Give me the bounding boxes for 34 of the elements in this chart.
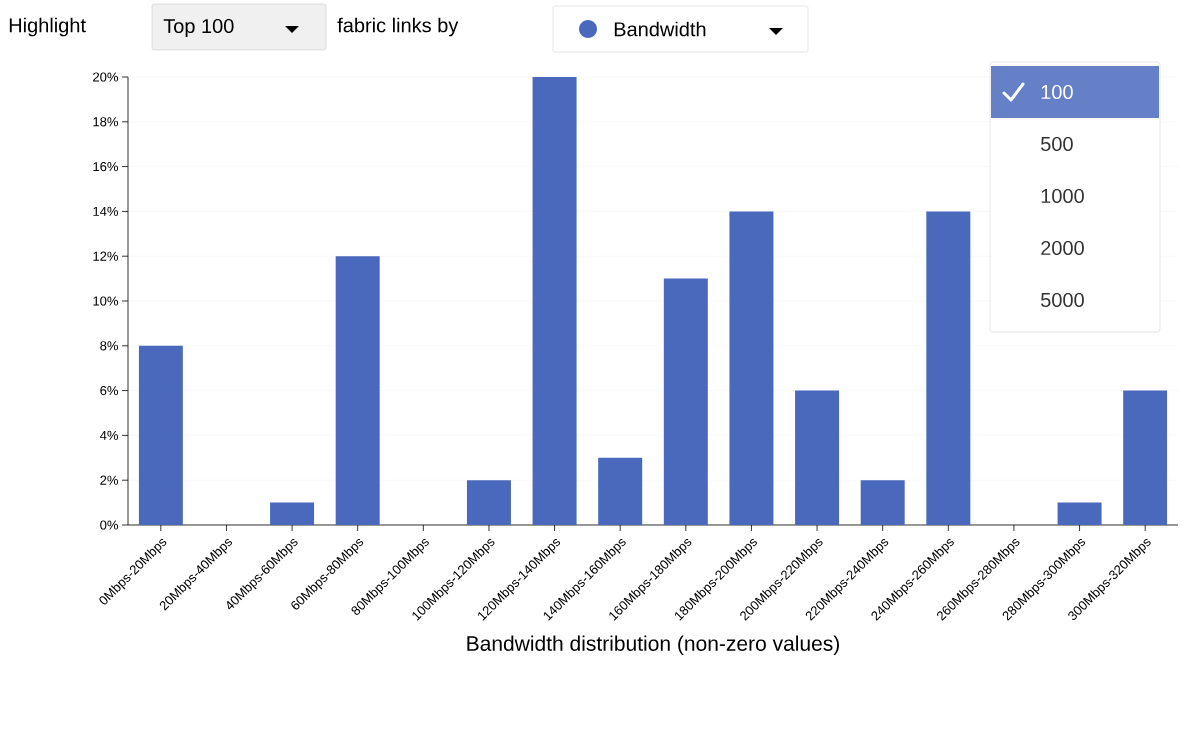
bar	[270, 502, 315, 525]
annotation: 500	[1041, 136, 1073, 152]
bar	[795, 390, 840, 525]
bar	[663, 278, 708, 525]
bar	[335, 256, 380, 525]
y-tick-label: 0%	[100, 520, 119, 530]
y-tick-label: 12%	[93, 251, 119, 261]
bar	[1123, 390, 1168, 525]
bar	[860, 480, 905, 525]
bar	[926, 211, 971, 525]
bar	[138, 345, 183, 525]
text: Bandwidth	[614, 21, 706, 37]
y-tick-label: 2%	[100, 475, 119, 485]
annotation: 1000	[1041, 188, 1084, 204]
text: fabric links by	[337, 17, 459, 37]
annotation: 100	[1041, 84, 1073, 100]
y-tick-label: 18%	[93, 117, 119, 127]
bar	[729, 211, 774, 525]
y-tick-label: 20%	[93, 72, 119, 82]
bar	[1057, 502, 1102, 525]
annotation: 2000	[1041, 240, 1084, 256]
y-tick-label: 4%	[99, 430, 119, 440]
y-tick-label: 6%	[100, 385, 119, 396]
bar	[532, 76, 577, 525]
x-axis-title: Bandwidth distribution (non-zero values)	[467, 635, 839, 656]
text: Top 100	[163, 18, 234, 38]
y-tick-label: 16%	[93, 161, 119, 172]
text: Highlight	[9, 17, 86, 37]
bar	[598, 457, 643, 525]
y-tick-label: 8%	[100, 341, 119, 351]
y-tick-label: 14%	[93, 206, 119, 216]
bar	[466, 480, 511, 525]
annotation: 5000	[1041, 292, 1084, 308]
y-tick-label: 10%	[93, 296, 119, 306]
